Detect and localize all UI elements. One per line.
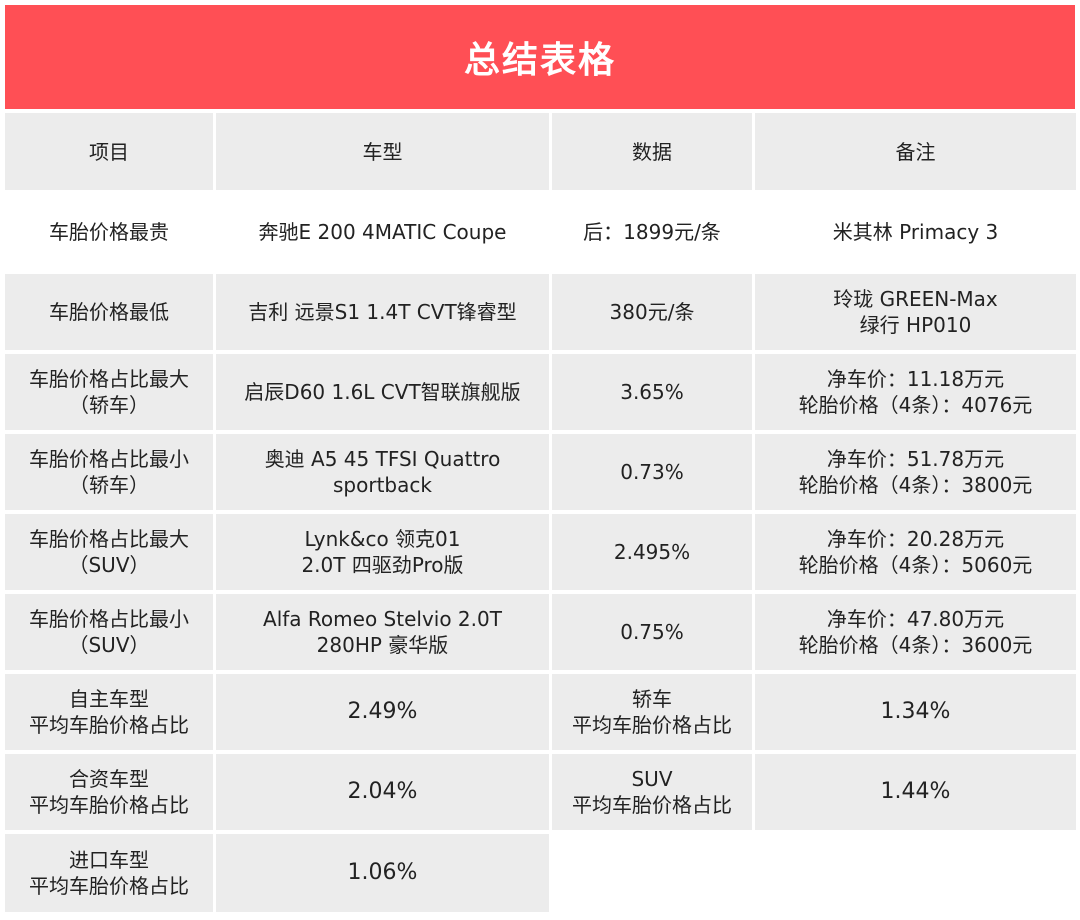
summary-table: 项目 车型 数据 备注 车胎价格最贵 奔驰E 200 4MATIC Coupe … (5, 113, 1076, 912)
avg-value: 2.49% (216, 674, 549, 750)
title-bar: 总结表格 (5, 5, 1075, 109)
row-data: 0.75% (552, 594, 752, 670)
row-item: 车胎价格最低 (5, 274, 213, 350)
header-note: 备注 (755, 113, 1076, 190)
avg-value: 1.34% (755, 674, 1076, 750)
avg-value: 2.04% (216, 754, 549, 830)
summary-table-frame: 总结表格 项目 车型 数据 备注 车胎价格最贵 奔驰E 200 4MATIC C… (5, 5, 1076, 915)
row-item: 车胎价格占比最小 （轿车） (5, 434, 213, 510)
avg-label: 进口车型 平均车胎价格占比 (5, 834, 213, 912)
row-data: 0.73% (552, 434, 752, 510)
row-note: 净车价：47.80万元 轮胎价格（4条）：3600元 (755, 594, 1076, 670)
row-model: 奥迪 A5 45 TFSI Quattro sportback (216, 434, 549, 510)
empty-cell (755, 834, 1076, 912)
avg-label: 轿车 平均车胎价格占比 (552, 674, 752, 750)
row-model: 启辰D60 1.6L CVT智联旗舰版 (216, 354, 549, 430)
row-model: 吉利 远景S1 1.4T CVT锋睿型 (216, 274, 549, 350)
row-data: 后：1899元/条 (552, 194, 752, 270)
avg-label: 自主车型 平均车胎价格占比 (5, 674, 213, 750)
row-model: 奔驰E 200 4MATIC Coupe (216, 194, 549, 270)
row-note: 净车价：11.18万元 轮胎价格（4条）：4076元 (755, 354, 1076, 430)
row-note: 玲珑 GREEN-Max 绿行 HP010 (755, 274, 1076, 350)
empty-cell (552, 834, 752, 912)
row-data: 3.65% (552, 354, 752, 430)
row-item: 车胎价格占比最大 （SUV） (5, 514, 213, 590)
header-data: 数据 (552, 113, 752, 190)
row-item: 车胎价格最贵 (5, 194, 213, 270)
row-note: 净车价：51.78万元 轮胎价格（4条）：3800元 (755, 434, 1076, 510)
header-model: 车型 (216, 113, 549, 190)
avg-label: 合资车型 平均车胎价格占比 (5, 754, 213, 830)
avg-value: 1.06% (216, 834, 549, 912)
table-title: 总结表格 (463, 40, 616, 81)
row-data: 2.495% (552, 514, 752, 590)
avg-value: 1.44% (755, 754, 1076, 830)
avg-label: SUV 平均车胎价格占比 (552, 754, 752, 830)
row-note: 净车价：20.28万元 轮胎价格（4条）：5060元 (755, 514, 1076, 590)
row-model: Lynk&co 领克01 2.0T 四驱劲Pro版 (216, 514, 549, 590)
row-item: 车胎价格占比最大 （轿车） (5, 354, 213, 430)
row-note: 米其林 Primacy 3 (755, 194, 1076, 270)
row-model: Alfa Romeo Stelvio 2.0T 280HP 豪华版 (216, 594, 549, 670)
row-item: 车胎价格占比最小 （SUV） (5, 594, 213, 670)
header-item: 项目 (5, 113, 213, 190)
row-data: 380元/条 (552, 274, 752, 350)
